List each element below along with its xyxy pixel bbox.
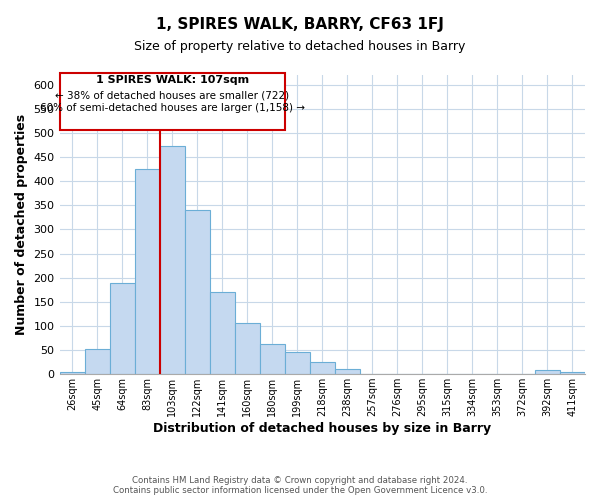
Bar	[110, 284, 134, 374]
Bar	[185, 210, 209, 374]
Text: 1 SPIRES WALK: 107sqm: 1 SPIRES WALK: 107sqm	[95, 75, 249, 85]
Bar	[85, 349, 110, 374]
Text: 60% of semi-detached houses are larger (1,158) →: 60% of semi-detached houses are larger (…	[40, 102, 305, 113]
Text: Size of property relative to detached houses in Barry: Size of property relative to detached ho…	[134, 40, 466, 53]
Bar	[134, 169, 160, 374]
Bar	[260, 344, 285, 374]
Bar	[535, 370, 560, 374]
Bar	[310, 362, 335, 374]
Bar	[560, 372, 585, 374]
Bar	[160, 146, 185, 374]
Bar	[335, 370, 360, 374]
Y-axis label: Number of detached properties: Number of detached properties	[15, 114, 28, 335]
Bar	[235, 322, 260, 374]
Bar	[285, 352, 310, 374]
Bar	[59, 372, 85, 374]
Text: Contains HM Land Registry data © Crown copyright and database right 2024.
Contai: Contains HM Land Registry data © Crown c…	[113, 476, 487, 495]
Text: ← 38% of detached houses are smaller (722): ← 38% of detached houses are smaller (72…	[55, 90, 289, 100]
Bar	[209, 292, 235, 374]
X-axis label: Distribution of detached houses by size in Barry: Distribution of detached houses by size …	[153, 422, 491, 435]
Text: 1, SPIRES WALK, BARRY, CF63 1FJ: 1, SPIRES WALK, BARRY, CF63 1FJ	[156, 18, 444, 32]
